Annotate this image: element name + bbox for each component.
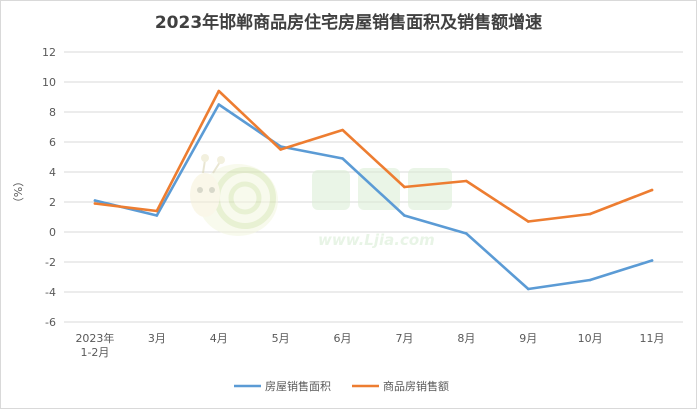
data-point bbox=[526, 287, 530, 291]
watermark-logo-glyphs bbox=[312, 168, 452, 210]
x-tick-label: 6月 bbox=[334, 332, 352, 345]
x-tick-label: 11月 bbox=[640, 332, 665, 345]
data-point bbox=[403, 185, 406, 189]
data-point bbox=[341, 128, 344, 132]
x-tick-label: 2023年 1-2月 bbox=[75, 331, 114, 359]
y-tick-label: 12 bbox=[42, 46, 56, 59]
data-point bbox=[403, 214, 406, 217]
watermark: www.Ljia.com bbox=[190, 154, 452, 249]
snail-logo-icon bbox=[190, 154, 278, 236]
y-tick-label: 0 bbox=[49, 226, 56, 239]
data-point bbox=[217, 89, 221, 93]
x-tick-label: 10月 bbox=[578, 332, 603, 345]
legend: 房屋销售面积 商品房销售额 bbox=[234, 379, 449, 393]
y-tick-label: 8 bbox=[49, 106, 56, 119]
y-tick-labels: -6 -4 -2 0 2 4 6 8 10 12 bbox=[42, 46, 56, 329]
data-point bbox=[650, 188, 654, 192]
x-tick-label: 9月 bbox=[519, 332, 537, 345]
data-point bbox=[93, 199, 97, 202]
watermark-text: www.Ljia.com bbox=[318, 231, 435, 249]
x-tick-label: 4月 bbox=[210, 332, 228, 345]
data-point bbox=[526, 220, 530, 223]
data-point bbox=[465, 179, 468, 183]
y-tick-label: -2 bbox=[45, 256, 56, 269]
y-tick-label: -6 bbox=[45, 316, 56, 329]
series-lines bbox=[93, 89, 654, 291]
data-point bbox=[155, 209, 159, 213]
data-point bbox=[588, 278, 592, 282]
gridlines bbox=[64, 51, 683, 323]
series-line-1 bbox=[93, 103, 654, 291]
y-tick-label: 6 bbox=[49, 136, 56, 149]
data-point bbox=[217, 103, 221, 106]
y-tick-label: 10 bbox=[42, 76, 56, 89]
y-tick-label: -4 bbox=[45, 286, 56, 299]
y-tick-label: 2 bbox=[49, 196, 56, 209]
legend-label: 房屋销售面积 bbox=[265, 379, 331, 393]
x-tick-label: 3月 bbox=[148, 332, 166, 345]
x-tick-labels: 2023年 1-2月 3月 4月 5月 6月 7月 8月 9月 10月 11月 bbox=[75, 331, 664, 359]
y-axis-label: （%） bbox=[12, 176, 25, 208]
legend-label: 商品房销售额 bbox=[383, 379, 449, 393]
series-line-2 bbox=[93, 89, 654, 223]
x-tick-label: 8月 bbox=[457, 332, 475, 345]
data-point bbox=[588, 212, 592, 216]
data-point bbox=[341, 157, 344, 160]
data-point bbox=[279, 148, 282, 151]
chart-title: 2023年邯郸商品房住宅房屋销售面积及销售额增速 bbox=[154, 13, 543, 33]
data-point bbox=[650, 259, 654, 262]
data-point bbox=[93, 202, 97, 205]
x-tick-label: 7月 bbox=[395, 332, 413, 345]
data-point bbox=[155, 214, 159, 217]
x-tick-label: 5月 bbox=[272, 332, 290, 345]
y-tick-label: 4 bbox=[49, 166, 56, 179]
data-point bbox=[465, 232, 468, 235]
